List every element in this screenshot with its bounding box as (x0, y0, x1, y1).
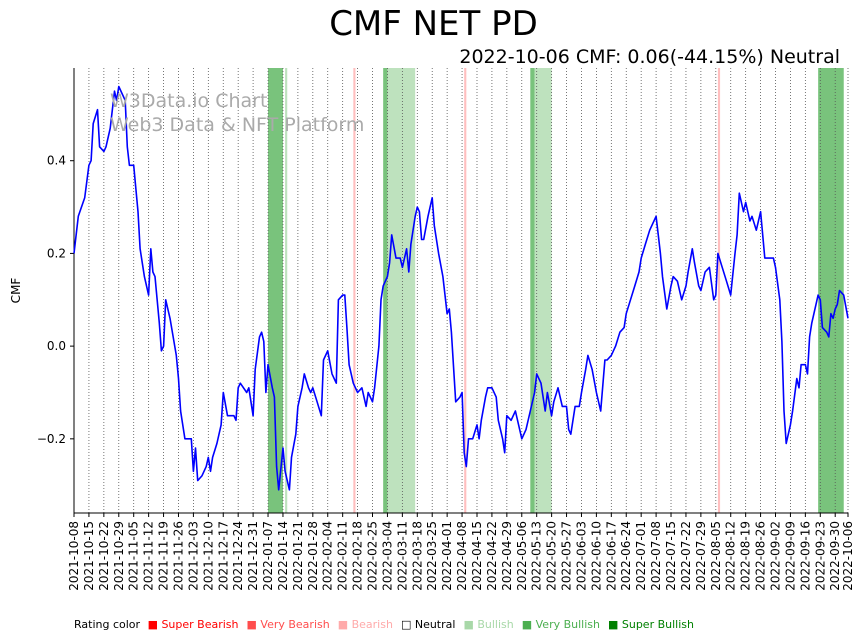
x-tick-label: 2022-03-11 (395, 521, 409, 591)
rating-band (530, 68, 535, 513)
rating-band (383, 68, 388, 513)
y-tick-label: −0.2 (37, 432, 66, 446)
legend-item: ■ Bearish (337, 618, 393, 631)
x-tick-label: 2022-03-04 (380, 521, 394, 591)
rating-band (353, 68, 356, 513)
rating-band (285, 68, 288, 513)
rating-band (534, 68, 552, 513)
x-tick-label: 2021-12-24 (231, 521, 245, 591)
x-tick-label: 2021-12-03 (186, 521, 200, 591)
x-tick-label: 2022-09-02 (769, 521, 783, 591)
legend-item: ■ Very Bullish (521, 618, 600, 631)
rating-legend: Rating color ■ Super Bearish ■ Very Beari… (74, 618, 706, 631)
x-tick-label: 2021-11-26 (171, 521, 185, 591)
x-tick-label: 2022-08-05 (709, 521, 723, 591)
x-tick-label: 2022-03-25 (425, 521, 439, 591)
x-tick-label: 2022-10-06 (841, 521, 855, 591)
x-tick-label: 2022-09-23 (813, 521, 827, 591)
y-axis-label: CMF (9, 278, 23, 304)
x-tick-label: 2022-04-29 (500, 521, 514, 591)
x-tick-label: 2022-05-20 (545, 521, 559, 591)
x-tick-label: 2022-01-07 (261, 521, 275, 591)
x-tick-label: 2022-02-04 (321, 521, 335, 591)
x-tick-label: 2022-05-13 (530, 521, 544, 591)
x-tick-label: 2022-04-01 (440, 521, 454, 591)
chart-title: CMF NET PD (329, 4, 538, 44)
x-tick-label: 2022-08-26 (754, 521, 768, 591)
x-tick-label: 2021-10-08 (67, 521, 81, 591)
x-tick-label: 2022-02-18 (351, 521, 365, 591)
y-tick-label: 0.0 (47, 339, 66, 353)
rating-band (464, 68, 467, 513)
x-tick-label: 2022-02-25 (366, 521, 380, 591)
x-tick-label: 2022-06-17 (604, 521, 618, 591)
x-tick-label: 2022-07-22 (679, 521, 693, 591)
x-tick-label: 2022-02-11 (336, 521, 350, 591)
x-tick-label: 2022-01-21 (291, 521, 305, 591)
x-tick-label: 2022-06-24 (619, 521, 633, 591)
x-tick-label: 2022-07-01 (634, 521, 648, 591)
x-tick-label: 2022-09-30 (828, 521, 842, 591)
x-tick-label: 2022-04-15 (470, 521, 484, 591)
x-tick-label: 2022-07-15 (664, 521, 678, 591)
x-tick-label: 2022-07-08 (649, 521, 663, 591)
x-tick-label: 2021-10-29 (112, 521, 126, 591)
x-tick-label: 2022-06-10 (589, 521, 603, 591)
x-tick-label: 2022-09-16 (798, 521, 812, 591)
x-tick-label: 2021-10-22 (97, 521, 111, 591)
x-tick-label: 2021-11-12 (142, 521, 156, 591)
x-tick-label: 2022-01-28 (306, 521, 320, 591)
x-tick-label: 2022-05-06 (515, 521, 529, 591)
rating-band (717, 68, 721, 513)
x-tick-label: 2021-11-19 (157, 521, 171, 591)
x-tick-label: 2022-08-19 (739, 521, 753, 591)
x-tick-label: 2022-04-22 (485, 521, 499, 591)
legend-item: ■ Super Bullish (607, 618, 694, 631)
x-tick-label: 2021-12-31 (246, 521, 260, 591)
rating-band (387, 68, 416, 513)
legend-item: ■ Super Bearish (147, 618, 239, 631)
chart-subtitle: 2022-10-06 CMF: 0.06(-44.15%) Neutral (459, 46, 840, 68)
rating-band (268, 68, 283, 513)
legend-item: □ Neutral (400, 618, 456, 631)
x-tick-label: 2022-03-18 (410, 521, 424, 591)
x-tick-label: 2021-10-15 (82, 521, 96, 591)
x-tick-label: 2022-06-03 (574, 521, 588, 591)
x-tick-label: 2022-07-29 (694, 521, 708, 591)
watermark-line-1: W3Data.io Chart (110, 90, 268, 112)
x-tick-label: 2022-05-27 (560, 521, 574, 591)
x-tick-label: 2022-08-12 (724, 521, 738, 591)
watermark-line-2: Web3 Data & NFT Platform (110, 114, 365, 136)
legend-label: Rating color (74, 618, 141, 631)
x-tick-label: 2022-04-08 (455, 521, 469, 591)
x-tick-label: 2022-09-09 (783, 521, 797, 591)
x-tick-label: 2022-01-14 (276, 521, 290, 591)
x-tick-label: 2021-12-10 (201, 521, 215, 591)
x-tick-label: 2021-11-05 (127, 521, 141, 591)
legend-item: ■ Bullish (463, 618, 514, 631)
y-tick-label: 0.4 (47, 154, 66, 168)
y-tick-label: 0.2 (47, 246, 66, 260)
cmf-series-line (73, 85, 849, 491)
legend-item: ■ Very Bearish (246, 618, 330, 631)
x-tick-label: 2021-12-17 (216, 521, 230, 591)
